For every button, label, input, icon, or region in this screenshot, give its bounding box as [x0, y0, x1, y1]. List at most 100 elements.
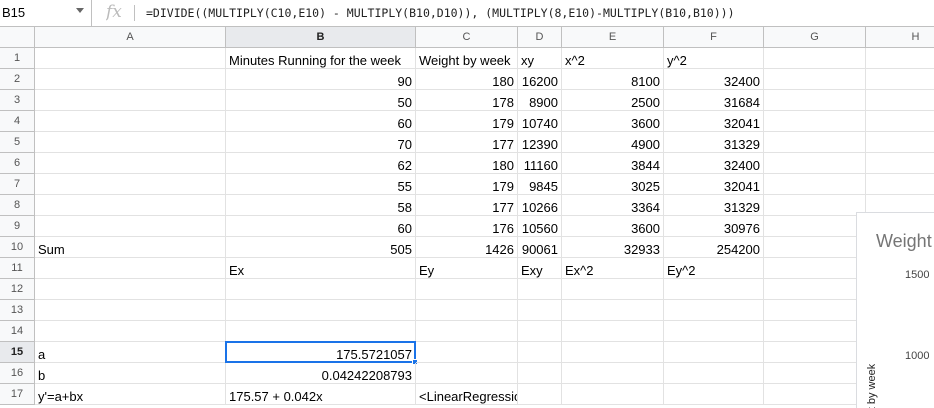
cell[interactable]	[664, 384, 764, 405]
cell[interactable]: 9845	[518, 174, 562, 195]
cell[interactable]: y'=a+bx	[35, 384, 226, 405]
cell[interactable]: 175.57 + 0.042x	[226, 384, 416, 405]
cell[interactable]	[764, 342, 866, 363]
row-header[interactable]: 14	[0, 321, 35, 342]
cell[interactable]	[226, 279, 416, 300]
cell[interactable]: 32041	[664, 174, 764, 195]
cell[interactable]	[35, 174, 226, 195]
cell[interactable]: 30976	[664, 216, 764, 237]
cell[interactable]: 32400	[664, 153, 764, 174]
formula-text[interactable]: =DIVIDE((MULTIPLY(C10,E10) - MULTIPLY(B1…	[146, 6, 735, 20]
row-header[interactable]: 11	[0, 258, 35, 279]
cell[interactable]	[518, 321, 562, 342]
cell[interactable]	[35, 195, 226, 216]
cell[interactable]: Sum	[35, 237, 226, 258]
cell[interactable]: 10740	[518, 111, 562, 132]
cell[interactable]	[764, 216, 866, 237]
cell[interactable]	[226, 321, 416, 342]
cell[interactable]: 3364	[562, 195, 664, 216]
cell[interactable]	[764, 111, 866, 132]
cell[interactable]: 505	[226, 237, 416, 258]
column-header[interactable]: B	[226, 27, 416, 48]
cell[interactable]: 3600	[562, 111, 664, 132]
row-header[interactable]: 15	[0, 342, 35, 363]
cell[interactable]: Ex	[226, 258, 416, 279]
cell[interactable]	[866, 90, 934, 111]
cell[interactable]: Exy	[518, 258, 562, 279]
cell[interactable]	[35, 90, 226, 111]
cell[interactable]	[35, 321, 226, 342]
cell[interactable]: Ey	[416, 258, 518, 279]
cell[interactable]	[562, 321, 664, 342]
cell[interactable]	[764, 174, 866, 195]
cell[interactable]: 2500	[562, 90, 664, 111]
cell[interactable]	[35, 300, 226, 321]
row-header[interactable]: 4	[0, 111, 35, 132]
cell[interactable]: 3844	[562, 153, 664, 174]
row-header[interactable]: 16	[0, 363, 35, 384]
cell[interactable]: b	[35, 363, 226, 384]
cell[interactable]: 177	[416, 195, 518, 216]
cell[interactable]	[866, 132, 934, 153]
cell[interactable]: 62	[226, 153, 416, 174]
row-header[interactable]: 17	[0, 384, 35, 405]
cell[interactable]	[764, 237, 866, 258]
cell[interactable]: x^2	[562, 48, 664, 69]
cell[interactable]	[562, 384, 664, 405]
cell[interactable]: 177	[416, 132, 518, 153]
cell[interactable]: Ey^2	[664, 258, 764, 279]
row-header[interactable]: 13	[0, 300, 35, 321]
cell[interactable]	[664, 300, 764, 321]
row-header[interactable]: 3	[0, 90, 35, 111]
cell[interactable]	[416, 321, 518, 342]
cell[interactable]: 16200	[518, 69, 562, 90]
column-header[interactable]: G	[764, 27, 866, 48]
row-header[interactable]: 1	[0, 48, 35, 69]
cell[interactable]	[866, 111, 934, 132]
cell[interactable]	[764, 279, 866, 300]
name-box[interactable]: B15	[0, 0, 92, 26]
row-header[interactable]: 9	[0, 216, 35, 237]
cell[interactable]	[562, 342, 664, 363]
row-header[interactable]: 8	[0, 195, 35, 216]
cell[interactable]	[416, 300, 518, 321]
chart[interactable]: Weight 1500 1000 t by week	[856, 212, 934, 408]
row-header[interactable]: 2	[0, 69, 35, 90]
name-box-arrow[interactable]	[76, 8, 84, 13]
cell[interactable]: Minutes Running for the week	[226, 48, 416, 69]
column-header[interactable]: A	[35, 27, 226, 48]
column-header[interactable]: D	[518, 27, 562, 48]
cell[interactable]	[764, 153, 866, 174]
cell[interactable]	[764, 48, 866, 69]
cell[interactable]: 31684	[664, 90, 764, 111]
column-header[interactable]: F	[664, 27, 764, 48]
cell[interactable]	[764, 321, 866, 342]
cell[interactable]	[764, 195, 866, 216]
cell[interactable]: 8100	[562, 69, 664, 90]
cell[interactable]	[416, 363, 518, 384]
cell[interactable]	[416, 279, 518, 300]
cell[interactable]	[35, 153, 226, 174]
cell[interactable]: 60	[226, 216, 416, 237]
column-header[interactable]: H	[866, 27, 934, 48]
row-header[interactable]: 12	[0, 279, 35, 300]
cell[interactable]: 90	[226, 69, 416, 90]
cell[interactable]: 32041	[664, 111, 764, 132]
column-header[interactable]: C	[416, 27, 518, 48]
cell[interactable]: 31329	[664, 195, 764, 216]
cell[interactable]	[664, 279, 764, 300]
cell[interactable]: 178	[416, 90, 518, 111]
cell[interactable]	[518, 363, 562, 384]
cell[interactable]	[518, 279, 562, 300]
cell[interactable]: 90061	[518, 237, 562, 258]
cell[interactable]	[518, 300, 562, 321]
cell[interactable]	[35, 69, 226, 90]
cell[interactable]: 1426	[416, 237, 518, 258]
cell[interactable]: Weight by week	[416, 48, 518, 69]
cell[interactable]	[764, 300, 866, 321]
cell[interactable]: 12390	[518, 132, 562, 153]
cell[interactable]: 3025	[562, 174, 664, 195]
cell[interactable]: 8900	[518, 90, 562, 111]
cell[interactable]: 10560	[518, 216, 562, 237]
cell[interactable]: 3600	[562, 216, 664, 237]
